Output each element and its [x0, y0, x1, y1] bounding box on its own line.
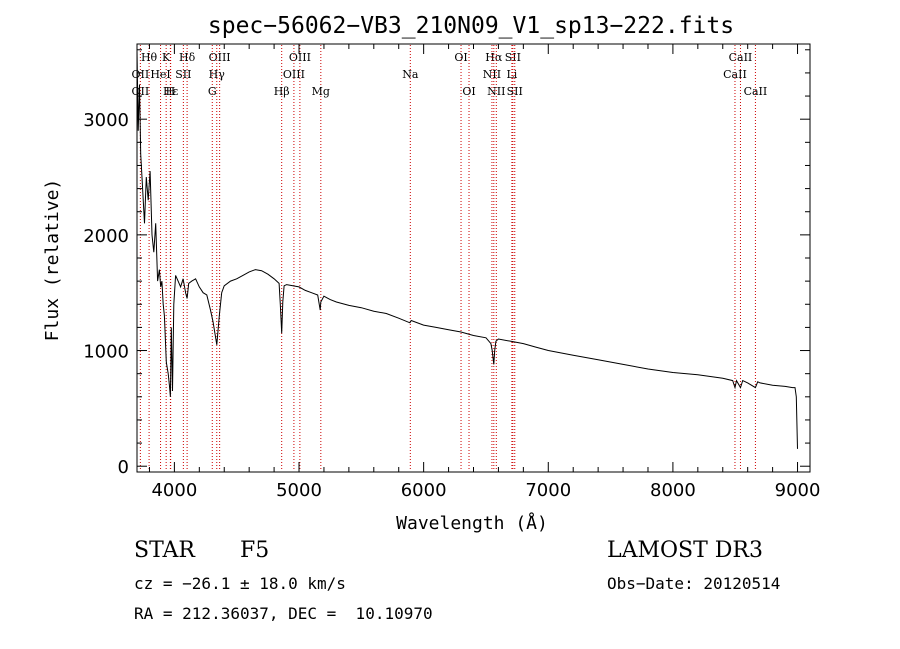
- spectral-line-label: Na: [402, 68, 419, 81]
- observation-date: Obs−Date: 20120514: [607, 574, 781, 593]
- y-tick-label: 1000: [83, 342, 129, 363]
- spectral-line-label: OII: [132, 68, 150, 81]
- y-tick-label: 2000: [83, 226, 129, 247]
- spectral-line-label: OI: [454, 51, 467, 64]
- y-axis-ticks: 0 1000 2000 3000: [83, 49, 810, 478]
- object-class: STAR: [134, 538, 195, 563]
- x-tick-label: 4000: [151, 480, 197, 501]
- spectral-line-label: G: [208, 85, 217, 98]
- x-tick-label: 8000: [650, 480, 696, 501]
- x-tick-label: 6000: [401, 480, 447, 501]
- spectral-line-label: Hα: [485, 51, 503, 64]
- redshift-velocity: cz = −26.1 ± 18.0 km/s: [134, 574, 346, 593]
- spectral-line-label: Hβ: [274, 85, 290, 98]
- spectral-line-label: OIII: [289, 51, 311, 64]
- spectral-line-label: CaII: [723, 68, 747, 81]
- x-axis-label: Wavelength (Å): [396, 512, 548, 534]
- spectral-line-label: Li: [506, 68, 517, 81]
- spectral-line-label: OIII: [283, 68, 305, 81]
- x-axis-ticks: 4000 5000 6000 7000 8000 9000: [148, 44, 821, 501]
- spectral-line-label: Hθ: [141, 51, 158, 64]
- spectral-line-label: Hδ: [179, 51, 196, 64]
- survey-name: LAMOST DR3: [607, 538, 763, 563]
- x-tick-label: 7000: [525, 480, 571, 501]
- spectral-line-label: Hγ: [209, 68, 226, 81]
- plot-frame: [136, 43, 811, 473]
- y-axis-label: Flux (relative): [42, 179, 63, 342]
- spectral-line-label: Mg: [312, 85, 330, 98]
- spectral-line-label: HeI: [150, 68, 170, 81]
- y-tick-label: 3000: [83, 110, 129, 131]
- spectrum-chart: spec−56062−VB3_210N09_V1_sp13−222.fits H…: [42, 13, 821, 534]
- spectral-line-label: SII: [505, 51, 521, 64]
- spectral-line-label: H: [166, 85, 176, 98]
- spectral-line-label: NII: [487, 85, 505, 98]
- chart-title: spec−56062−VB3_210N09_V1_sp13−222.fits: [208, 13, 734, 39]
- spectral-line-label: K: [162, 51, 171, 64]
- spectral-line-label: SII: [175, 68, 191, 81]
- spectral-subclass: F5: [240, 538, 270, 563]
- spectral-line-label: OI: [462, 85, 475, 98]
- spectral-line-label: OIII: [209, 51, 231, 64]
- y-tick-label: 0: [118, 457, 129, 478]
- x-tick-label: 9000: [775, 480, 821, 501]
- spectral-line-label: CaII: [729, 51, 753, 64]
- x-tick-label: 5000: [276, 480, 322, 501]
- spectral-line-label: CaII: [744, 85, 768, 98]
- sky-coordinates: RA = 212.36037, DEC = 10.10970: [134, 604, 433, 623]
- spectral-line-label: SII: [507, 85, 523, 98]
- spectral-line-label: NII: [483, 68, 501, 81]
- spectral-line-label: OII: [132, 85, 150, 98]
- spectrum-line: [136, 49, 798, 449]
- spectral-line-label: Hε: [163, 85, 179, 98]
